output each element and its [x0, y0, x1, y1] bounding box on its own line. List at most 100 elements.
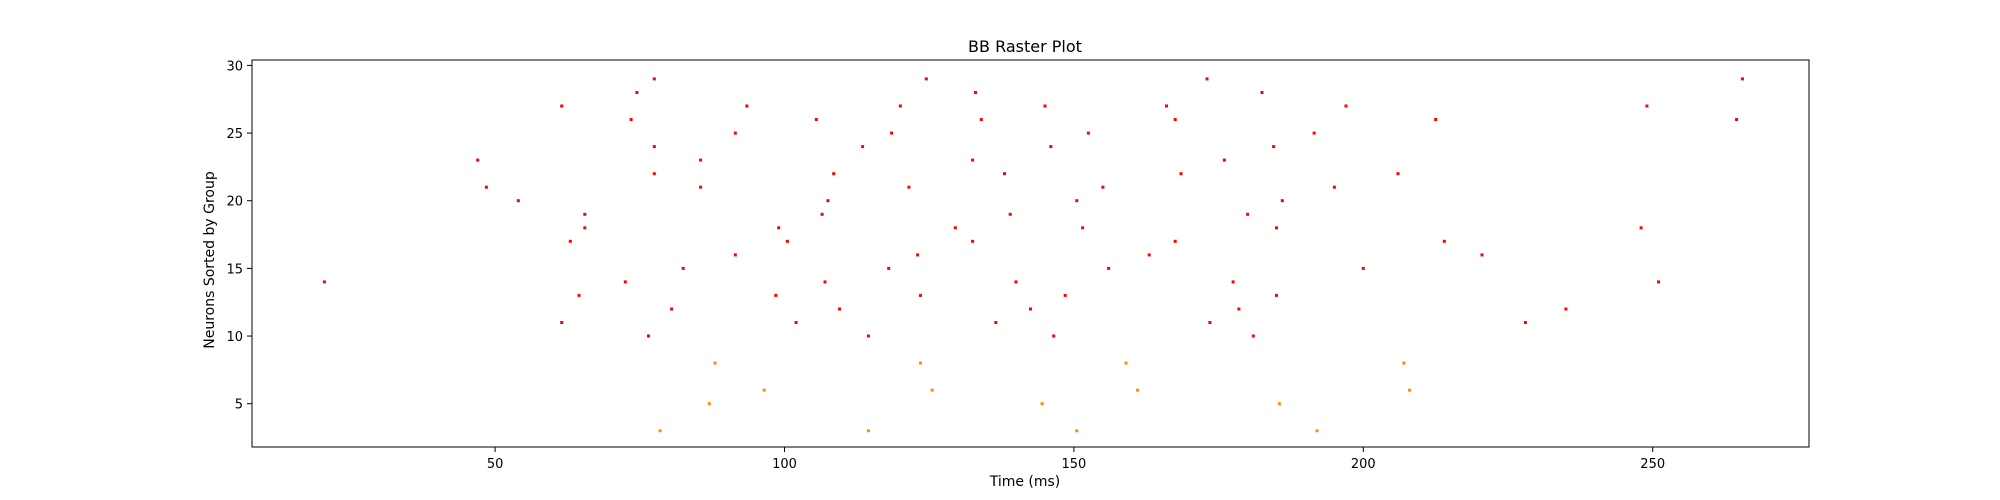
spike-point: [1408, 388, 1412, 392]
spike-point: [887, 266, 891, 270]
spike-point: [994, 321, 998, 324]
spike-point: [866, 334, 870, 338]
spike-point: [1246, 212, 1250, 216]
spike-point: [919, 293, 922, 297]
spike-point: [1049, 145, 1053, 149]
spike-point: [898, 104, 902, 108]
spike-point: [814, 118, 818, 121]
spike-point: [1272, 145, 1276, 149]
spike-point: [1315, 429, 1319, 433]
spike-point: [953, 226, 957, 230]
spike-point: [1657, 280, 1660, 284]
plot-area: [322, 77, 1744, 433]
x-tick-label: 150: [1061, 457, 1086, 472]
spike-point: [1124, 361, 1128, 365]
spike-point: [1735, 118, 1739, 121]
spike-point: [777, 226, 781, 230]
spike-point: [1442, 239, 1446, 243]
spike-point: [1075, 199, 1079, 203]
spike-point: [919, 361, 922, 365]
spike-point: [1081, 226, 1085, 230]
spike-point: [1107, 266, 1111, 270]
y-tick-label: 15: [226, 262, 243, 277]
spike-point: [560, 104, 564, 108]
spike-point: [826, 199, 830, 203]
spike-point: [1402, 361, 1406, 365]
spike-point: [861, 145, 865, 149]
spike-point: [670, 307, 674, 311]
x-tick-label: 100: [772, 457, 797, 472]
spike-point: [560, 321, 564, 324]
spike-point: [1396, 172, 1400, 176]
spike-point: [1361, 266, 1365, 270]
spike-point: [476, 158, 480, 162]
spike-point: [583, 226, 587, 230]
spike-point: [1332, 185, 1336, 189]
spike-point: [866, 429, 870, 433]
spike-point: [516, 199, 520, 203]
spike-point: [1208, 321, 1212, 324]
spike-point: [1275, 293, 1278, 297]
spike-point: [974, 91, 977, 94]
spike-point: [774, 293, 778, 297]
spike-point: [1029, 307, 1032, 311]
spike-point: [623, 280, 627, 284]
spike-point: [1564, 307, 1568, 311]
spike-point: [1043, 104, 1047, 108]
spike-point: [1052, 334, 1056, 338]
x-tick-label: 250: [1640, 457, 1665, 472]
spike-point: [629, 118, 633, 121]
spike-point: [713, 361, 717, 365]
spike-point: [820, 212, 824, 216]
spike-point: [681, 266, 685, 270]
spike-point: [322, 280, 326, 284]
spike-point: [1173, 118, 1177, 121]
spike-point: [658, 429, 662, 433]
spike-point: [785, 239, 789, 243]
spike-point: [647, 334, 650, 338]
spike-point: [794, 321, 798, 324]
spike-point: [635, 91, 639, 94]
spike-point: [1101, 185, 1105, 189]
spike-point: [745, 104, 749, 108]
spike-point: [1147, 253, 1151, 257]
spike-point: [924, 77, 928, 81]
y-tick-label: 20: [226, 195, 243, 210]
spike-point: [971, 158, 975, 162]
spike-point: [971, 239, 975, 243]
spike-point: [1014, 280, 1018, 284]
spike-point: [1040, 402, 1044, 406]
spike-point: [652, 172, 656, 176]
spike-point: [484, 185, 488, 189]
spike-point: [1523, 321, 1527, 324]
spike-point: [1136, 388, 1140, 392]
axes-frame: [251, 59, 1810, 448]
spike-point: [823, 280, 827, 284]
spike-point: [1344, 104, 1348, 108]
spike-point: [832, 172, 836, 176]
spike-point: [1179, 172, 1183, 176]
spike-point: [1063, 293, 1067, 297]
spike-point: [762, 388, 766, 392]
spike-point: [1008, 212, 1012, 216]
spike-point: [1480, 253, 1484, 257]
x-axis: 50 100 150 200 250: [487, 447, 1665, 472]
spike-point: [1280, 199, 1284, 203]
y-tick-label: 10: [226, 330, 243, 345]
spike-point: [1260, 91, 1264, 94]
spike-point: [707, 402, 711, 406]
spike-point: [1165, 104, 1168, 108]
y-axis: 5 10 15 20 25 30: [226, 59, 252, 413]
spike-point: [1205, 77, 1209, 81]
spike-point: [1645, 104, 1649, 108]
spike-point: [577, 293, 581, 297]
y-axis-label: Neurons Sorted by Group: [202, 171, 218, 349]
y-tick-label: 25: [226, 127, 243, 142]
spike-point: [1237, 307, 1241, 311]
spike-point: [1086, 131, 1090, 135]
spike-point: [1277, 402, 1281, 406]
spike-point: [733, 253, 737, 257]
y-tick-label: 30: [226, 59, 243, 74]
